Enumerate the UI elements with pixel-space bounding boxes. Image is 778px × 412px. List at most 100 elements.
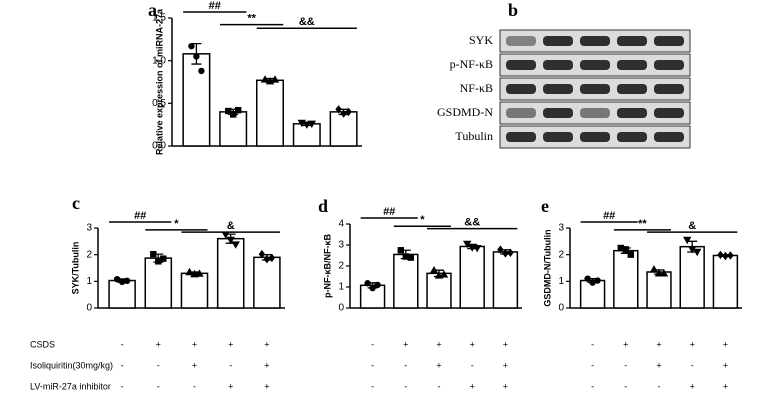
data-point: [150, 250, 157, 258]
condition-sign: +: [156, 339, 161, 349]
condition-sign: -: [404, 381, 407, 391]
blot-band: [506, 36, 536, 46]
blot-label: SYK: [469, 33, 493, 47]
data-point: [407, 254, 414, 261]
significance-label: **: [247, 13, 256, 25]
data-point: [235, 106, 242, 114]
blot-band: [506, 108, 536, 118]
panel-letter: e: [541, 196, 549, 216]
data-point: [374, 281, 381, 289]
data-point: [717, 250, 724, 260]
data-point: [160, 255, 167, 262]
data-point: [195, 269, 204, 277]
condition-sign: +: [723, 360, 728, 370]
condition-sign: -: [591, 360, 594, 370]
y-tick-label: 0: [86, 303, 92, 314]
condition-sign: +: [264, 381, 269, 391]
condition-sign: -: [121, 360, 124, 370]
data-point: [268, 253, 276, 263]
blot-band: [654, 108, 684, 118]
data-point: [594, 277, 601, 284]
data-point: [230, 111, 237, 118]
condition-sign: -: [193, 381, 196, 391]
data-point: [193, 53, 200, 60]
y-tick-label: 3: [86, 223, 92, 234]
data-point: [188, 42, 195, 50]
condition-sign: +: [503, 339, 508, 349]
bar: [219, 111, 248, 147]
condition-sign: +: [723, 381, 728, 391]
condition-sign: -: [624, 381, 627, 391]
blot-band: [580, 60, 610, 70]
blot-band: [580, 36, 610, 46]
data-point: [622, 246, 629, 253]
data-point: [659, 269, 669, 277]
y-tick-label: 0: [338, 303, 344, 314]
bar: [712, 254, 739, 309]
blot-band: [617, 84, 647, 94]
blot-band: [617, 108, 647, 118]
bar: [459, 245, 485, 309]
data-point: [263, 255, 271, 264]
blot-label: p-NF-κB: [450, 57, 493, 71]
condition-sign: -: [691, 360, 694, 370]
y-axis-label: Relative expression of miRNA-27a: [154, 8, 164, 155]
data-point: [722, 251, 729, 261]
condition-sign: +: [192, 360, 197, 370]
data-point: [617, 244, 624, 252]
significance-label: ##: [209, 0, 221, 12]
condition-sign: -: [438, 381, 441, 391]
condition-sign: -: [121, 339, 124, 349]
data-point: [340, 109, 347, 118]
y-tick-label: 1: [86, 276, 92, 287]
y-tick-label: 0.0: [152, 141, 166, 152]
y-axis-label: p-NF-κB/NF-κB: [322, 233, 332, 298]
data-point: [270, 75, 280, 83]
bar: [679, 245, 705, 309]
y-tick-label: 1.5: [152, 13, 166, 24]
condition-sign: -: [658, 381, 661, 391]
y-tick-label: 2: [558, 249, 564, 260]
data-point: [507, 248, 514, 257]
blot-band: [617, 60, 647, 70]
y-tick-label: 2: [338, 261, 344, 272]
condition-sign: +: [264, 339, 269, 349]
blot-band: [543, 132, 573, 142]
condition-sign: +: [228, 381, 233, 391]
condition-sign: +: [436, 339, 441, 349]
panel-letter: d: [318, 196, 328, 216]
panel-letter: a: [148, 0, 157, 20]
y-tick-label: 4: [338, 219, 344, 230]
blot-band: [543, 108, 573, 118]
condition-sign: +: [228, 339, 233, 349]
y-axis-label: GSDMD-N/Tubulin: [542, 229, 552, 306]
blot-band: [654, 36, 684, 46]
blot-label: GSDMD-N: [437, 105, 493, 119]
bar-chart: e GSDMD-N/Tubulin 0 1 2 3 ## ** &: [541, 196, 742, 314]
data-point: [397, 247, 404, 254]
y-tick-label: 2: [86, 249, 92, 260]
bar-chart: c SYK/Tubulin 0 1 2 3 ## * &: [70, 193, 285, 314]
condition-sign: +: [503, 360, 508, 370]
data-point: [584, 275, 591, 282]
significance-label: **: [638, 218, 647, 230]
data-point: [627, 251, 634, 258]
blot-band: [617, 132, 647, 142]
blot-label: NF-κB: [460, 81, 493, 95]
blot-band: [654, 84, 684, 94]
data-point: [231, 241, 240, 249]
data-point: [185, 267, 194, 276]
data-point: [497, 245, 504, 254]
condition-label: LV-miR-27a inhibitor: [30, 381, 111, 391]
data-point: [502, 249, 509, 258]
condition-label: Isoliquiritin(30mg/kg): [30, 360, 113, 370]
data-point: [302, 121, 311, 129]
data-point: [727, 251, 734, 260]
data-point: [429, 266, 439, 274]
condition-sign: +: [470, 339, 475, 349]
data-point: [473, 244, 482, 253]
condition-sign: +: [723, 339, 728, 349]
data-point: [123, 277, 131, 284]
y-tick-label: 1.0: [152, 55, 166, 66]
